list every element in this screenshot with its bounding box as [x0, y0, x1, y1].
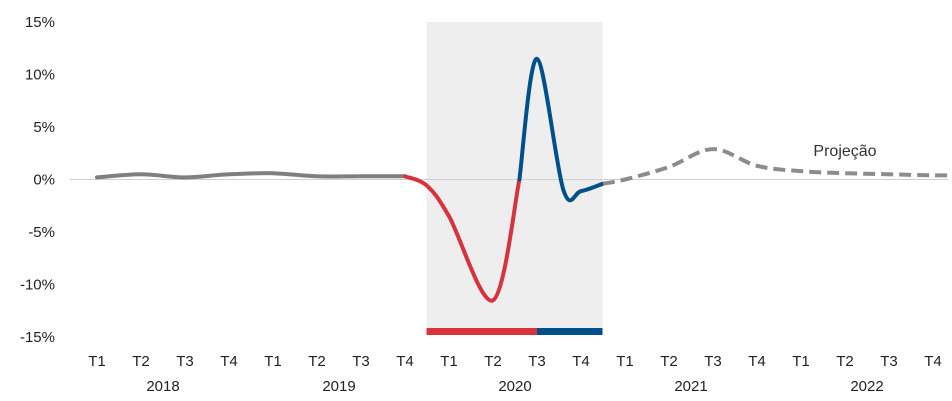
- x-tick-label: T1: [264, 353, 282, 370]
- x-tick-label: T4: [924, 353, 942, 370]
- series-line-1: [403, 174, 522, 303]
- year-label: 2020: [498, 378, 531, 395]
- y-tick-label: 10%: [25, 67, 55, 84]
- period-bar-segment: [537, 328, 603, 335]
- y-axis-ticks: 15% 10% 5% 0% -5% -10% -15%: [20, 14, 55, 346]
- x-tick-label: T3: [528, 353, 546, 370]
- x-axis-ticks: T1 T2 T3 T4 T1 T2 T3 T4 T1 T2 T3 T4 T1 T2 T3 T4 T1 T2 T3 T4: [88, 353, 942, 370]
- x-tick-label: T1: [616, 353, 634, 370]
- x-tick-label: T2: [660, 353, 678, 370]
- year-label: 2019: [322, 378, 355, 395]
- x-tick-label: T1: [88, 353, 106, 370]
- shaded-period-layer: [426, 22, 603, 331]
- year-label: 2021: [674, 378, 707, 395]
- x-tick-label: T2: [308, 353, 326, 370]
- year-label: 2018: [146, 378, 179, 395]
- y-tick-label: -15%: [20, 329, 55, 346]
- x-tick-label: T2: [836, 353, 854, 370]
- series-line-2: [517, 56, 605, 203]
- x-tick-label: T4: [748, 353, 766, 370]
- x-tick-label: T2: [132, 353, 150, 370]
- projection-label: Projeção: [813, 143, 876, 160]
- x-tick-label: T3: [880, 353, 898, 370]
- x-tick-label: T4: [396, 353, 414, 370]
- series-line-3: [602, 147, 952, 186]
- series-layer: [95, 56, 952, 303]
- period-bar-segment: [426, 328, 537, 335]
- x-tick-label: T4: [220, 353, 238, 370]
- x-tick-label: T1: [440, 353, 458, 370]
- y-tick-label: 5%: [33, 119, 55, 136]
- y-tick-label: 0%: [33, 172, 55, 189]
- x-tick-label: T3: [176, 353, 194, 370]
- x-tick-label: T3: [704, 353, 722, 370]
- y-tick-label: 15%: [25, 14, 55, 31]
- y-tick-label: -5%: [28, 224, 55, 241]
- year-labels: 2018 2019 2020 2021 2022: [146, 378, 883, 395]
- annotation-layer: Projeção: [813, 143, 876, 160]
- series-line-0: [95, 171, 407, 180]
- shaded-period-rect: [426, 22, 603, 331]
- x-tick-label: T2: [484, 353, 502, 370]
- period-bar-layer: [426, 328, 603, 335]
- x-tick-label: T4: [572, 353, 590, 370]
- x-tick-label: T3: [352, 353, 370, 370]
- x-tick-label: T1: [792, 353, 810, 370]
- year-label: 2022: [850, 378, 883, 395]
- y-tick-label: -10%: [20, 277, 55, 294]
